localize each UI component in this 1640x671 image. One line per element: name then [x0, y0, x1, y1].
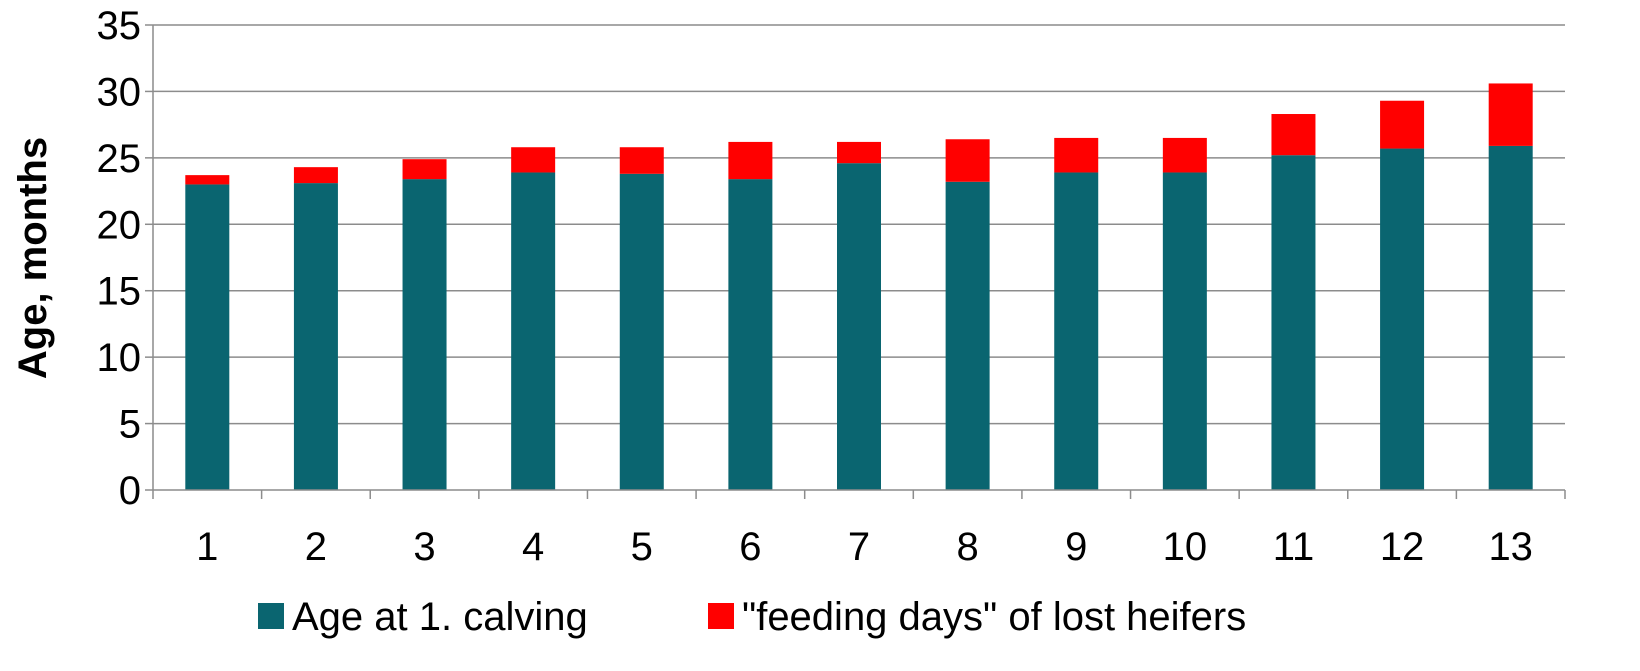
- y-tick-label: 0: [119, 469, 141, 513]
- bars-group: [185, 83, 1533, 491]
- bar-age-at-calving-6: [728, 179, 773, 490]
- bar-age-at-calving-11: [1271, 155, 1316, 490]
- bar-age-at-calving-12: [1380, 148, 1425, 491]
- bar-feeding-days-9: [1054, 137, 1099, 173]
- legend-label: "feeding days" of lost heifers: [742, 595, 1246, 639]
- x-tick-label: 10: [1163, 525, 1208, 569]
- y-tick-label: 25: [97, 137, 142, 181]
- legend-swatch: [258, 603, 284, 629]
- bar-feeding-days-8: [945, 139, 990, 182]
- x-tick-label: 7: [848, 525, 870, 569]
- bar-feeding-days-7: [837, 141, 881, 164]
- bar-age-at-calving-9: [1054, 172, 1099, 490]
- bar-feeding-days-4: [511, 147, 556, 173]
- y-tick-label: 20: [97, 203, 142, 247]
- bar-age-at-calving-8: [945, 181, 990, 490]
- bar-age-at-calving-3: [402, 179, 447, 490]
- bar-age-at-calving-1: [185, 184, 230, 490]
- x-tick-label: 9: [1065, 525, 1087, 569]
- y-tick-label: 30: [97, 70, 142, 114]
- y-tick-label: 35: [97, 4, 142, 48]
- x-tick-labels: 1 2 3 4 5 6 7 8 9 10 11 12 13: [196, 525, 1533, 569]
- y-tick-label: 15: [97, 270, 142, 314]
- y-tick-label: 5: [119, 403, 141, 447]
- legend-label: Age at 1. calving: [292, 595, 588, 639]
- x-tick-label: 13: [1488, 525, 1533, 569]
- x-tick-label: 1: [196, 525, 218, 569]
- legend-swatch: [708, 603, 734, 629]
- bar-feeding-days-2: [293, 167, 338, 184]
- axes-group: [145, 24, 1566, 499]
- bar-feeding-days-1: [185, 175, 230, 185]
- x-tick-label: 4: [522, 525, 544, 569]
- x-tick-label: 3: [413, 525, 435, 569]
- legend: Age at 1. calving "feeding days" of lost …: [258, 595, 1246, 639]
- bar-age-at-calving-13: [1488, 145, 1533, 490]
- x-tick-label: 12: [1380, 525, 1425, 569]
- y-tick-label: 10: [97, 336, 142, 380]
- bar-age-at-calving-5: [619, 173, 664, 491]
- bar-feeding-days-13: [1488, 83, 1533, 146]
- bar-feeding-days-11: [1271, 114, 1316, 156]
- x-tick-label: 11: [1273, 525, 1315, 569]
- bar-age-at-calving-2: [293, 183, 338, 490]
- bar-age-at-calving-4: [511, 172, 556, 490]
- bar-feeding-days-6: [728, 141, 773, 180]
- x-tick-label: 8: [956, 525, 978, 569]
- bar-feeding-days-5: [619, 147, 664, 174]
- x-tick-label: 5: [631, 525, 653, 569]
- y-tick-labels: 0 5 10 15 20 25 30 35: [97, 4, 142, 513]
- bar-feeding-days-12: [1380, 100, 1425, 149]
- bar-feeding-days-3: [402, 159, 447, 180]
- y-axis-title: Age, months: [11, 137, 55, 379]
- bar-feeding-days-10: [1162, 137, 1207, 173]
- bar-age-at-calving-10: [1162, 172, 1207, 490]
- x-tick-label: 2: [305, 525, 327, 569]
- bar-age-at-calving-7: [837, 163, 881, 490]
- x-tick-label: 6: [739, 525, 761, 569]
